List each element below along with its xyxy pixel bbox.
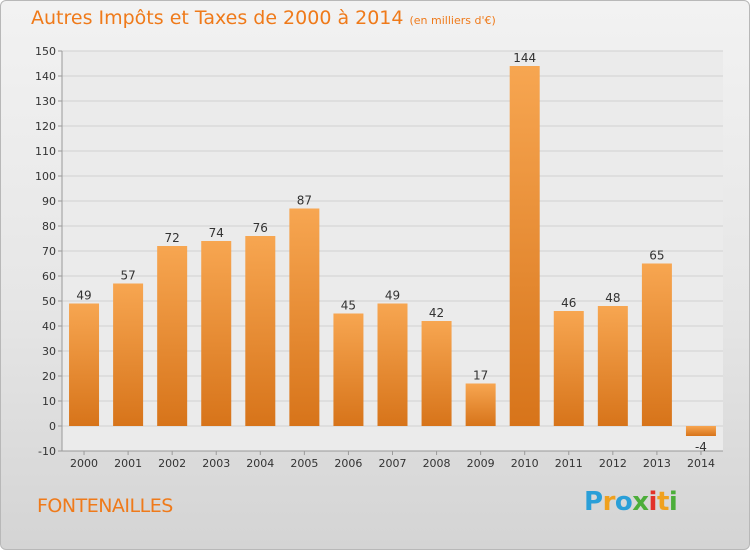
data-label-2012: 48 [605,291,620,305]
data-label-2013: 65 [649,249,664,263]
logo-letter: x [632,487,649,517]
x-tick-label-2003: 2003 [202,457,230,470]
y-tick-label: 70 [42,245,56,258]
y-tick-label: 100 [35,170,56,183]
y-tick-label: 10 [42,395,56,408]
logo-letter: r [602,487,616,517]
bar-2014 [685,426,716,436]
commune-name: FONTENAILLES [37,495,173,517]
data-label-2001: 57 [120,269,135,283]
data-label-2005: 87 [297,194,312,208]
x-tick-label-2013: 2013 [643,457,671,470]
x-tick-label-2009: 2009 [467,457,495,470]
logo-letter: t [656,487,669,517]
data-label-2010: 144 [513,51,536,65]
data-label-2003: 74 [209,226,224,240]
x-tick-label-2012: 2012 [599,457,627,470]
bar-2004 [245,236,276,426]
bars [69,66,716,436]
bar-2011 [553,311,584,426]
data-label-2014: -4 [695,440,707,454]
bar-2001 [113,283,144,426]
y-tick-label: 50 [42,295,56,308]
y-tick-label: 130 [35,95,56,108]
x-tick-label-2002: 2002 [158,457,186,470]
logo-letter: i [668,487,678,517]
bar-2000 [69,303,100,426]
labels: 1501401301201101009080706050403020100-10… [35,45,715,470]
y-tick-label: -10 [38,445,56,458]
x-tick-label-2006: 2006 [334,457,362,470]
logo-letter: i [648,487,658,517]
bar-2005 [289,208,320,426]
data-label-2006: 45 [341,299,356,313]
y-tick-label: 120 [35,120,56,133]
bar-2006 [333,313,364,426]
y-tick-label: 40 [42,320,56,333]
y-tick-label: 60 [42,270,56,283]
data-label-2009: 17 [473,369,488,383]
bar-2013 [641,263,672,426]
bar-2002 [157,246,188,426]
x-tick-label-2001: 2001 [114,457,142,470]
chart-subtitle: (en milliers d'€) [409,14,496,27]
bar-2009 [465,383,496,426]
data-label-2007: 49 [385,289,400,303]
x-tick-label-2005: 2005 [290,457,318,470]
logo-letter: P [584,487,603,517]
bar-2007 [377,303,408,426]
x-tick-label-2014: 2014 [687,457,715,470]
y-tick-label: 90 [42,195,56,208]
data-label-2011: 46 [561,296,576,310]
proxiti-logo: Proxiti [584,487,678,517]
y-tick-label: 0 [49,420,56,433]
x-tick-label-2010: 2010 [511,457,539,470]
bar-2008 [421,321,452,426]
data-label-2002: 72 [165,231,180,245]
y-tick-label: 20 [42,370,56,383]
x-tick-label-2011: 2011 [555,457,583,470]
x-tick-label-2008: 2008 [423,457,451,470]
bar-2003 [201,241,232,426]
y-tick-label: 140 [35,70,56,83]
chart-title: Autres Impôts et Taxes de 2000 à 2014 [31,7,404,29]
logo-letter: o [614,487,633,517]
x-tick-label-2004: 2004 [246,457,274,470]
data-label-2008: 42 [429,306,444,320]
y-tick-label: 80 [42,220,56,233]
y-tick-label: 150 [35,45,56,58]
title-row: Autres Impôts et Taxes de 2000 à 2014 (en… [31,7,496,29]
bar-2010 [509,66,540,426]
axes [58,50,723,455]
y-tick-label: 110 [35,145,56,158]
x-tick-label-2000: 2000 [70,457,98,470]
data-label-2004: 76 [253,221,268,235]
x-tick-label-2007: 2007 [379,457,407,470]
y-tick-label: 30 [42,345,56,358]
data-label-2000: 49 [76,289,91,303]
bar-2012 [597,306,628,426]
